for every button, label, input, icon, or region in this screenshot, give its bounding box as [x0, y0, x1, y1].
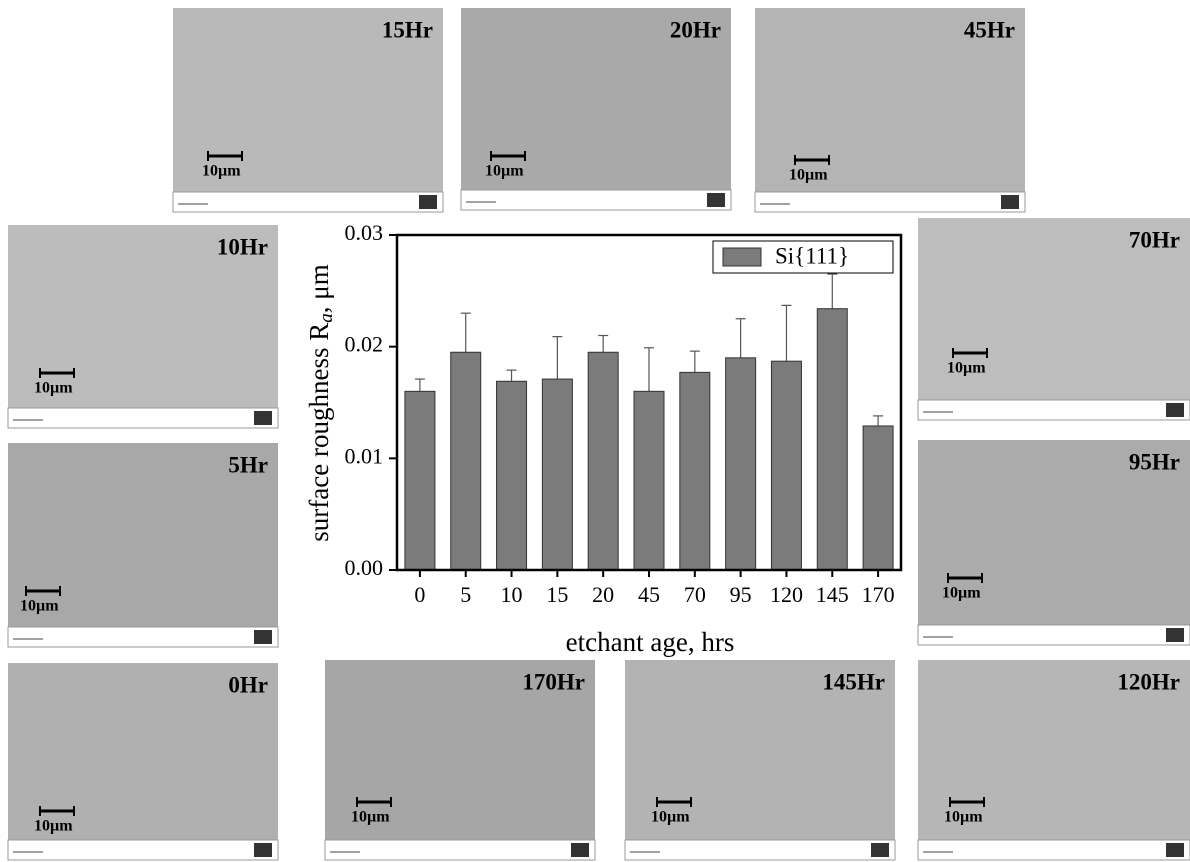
y-tick-label: 0.02 [345, 332, 384, 357]
logo [871, 843, 889, 857]
logo [1166, 403, 1184, 417]
sem-image [918, 218, 1190, 400]
scale-label: 10µm [351, 809, 390, 826]
panel-label: 120Hr [1117, 669, 1180, 694]
scale-label: 10µm [485, 163, 524, 180]
scale-label: 10µm [34, 818, 73, 835]
info-bar [7, 839, 279, 861]
x-tick-label: 10 [501, 582, 523, 607]
info-bar [917, 399, 1190, 421]
panel-label: 20Hr [670, 17, 721, 42]
sem-image [173, 8, 443, 192]
y-tick-label: 0.03 [345, 220, 384, 245]
panel-label: 5Hr [228, 452, 268, 477]
sem-image [8, 225, 278, 408]
legend-swatch [722, 247, 762, 267]
bar [450, 351, 482, 571]
logo [707, 193, 725, 207]
panel-label: 70Hr [1129, 227, 1180, 252]
info-bar [917, 624, 1190, 646]
panel-label: 15Hr [382, 17, 433, 42]
logo [419, 195, 437, 209]
bar [587, 351, 619, 571]
x-tick-label: 5 [460, 582, 471, 607]
x-tick-label: 15 [546, 582, 568, 607]
scale-label: 10µm [944, 809, 983, 826]
sem-image [461, 8, 731, 190]
y-tick-label: 0.00 [345, 555, 384, 580]
plot-frame [395, 233, 903, 572]
info-bar [172, 191, 444, 213]
x-tick-label: 45 [638, 582, 660, 607]
y-tick-label: 0.01 [345, 443, 384, 468]
bar [862, 425, 894, 571]
x-tick-label: 70 [684, 582, 706, 607]
y-label-part: , μm [304, 264, 334, 313]
scale-label: 10µm [20, 598, 59, 615]
y-axis-label: surface roughness Ra, μm [304, 264, 337, 541]
logo [571, 843, 589, 857]
bar [770, 360, 802, 571]
sem-image [918, 440, 1190, 625]
logo [1001, 195, 1019, 209]
panel-label: 45Hr [964, 17, 1015, 42]
sem-image [8, 443, 278, 627]
x-tick-label: 170 [862, 582, 895, 607]
scale-label: 10µm [34, 380, 73, 397]
panel-label: 170Hr [522, 669, 585, 694]
bar [633, 390, 665, 571]
x-tick-label: 95 [730, 582, 752, 607]
logo [254, 630, 272, 644]
info-bar [917, 839, 1190, 861]
legend-label: Si{111} [775, 243, 849, 268]
bar [404, 390, 436, 571]
x-tick-label: 0 [414, 582, 425, 607]
bar [725, 357, 757, 571]
info-bar [7, 626, 279, 648]
sem-image [918, 660, 1190, 840]
y-label-sub: a [316, 313, 337, 323]
scale-label: 10µm [942, 585, 981, 602]
panel-label: 10Hr [217, 234, 268, 259]
x-tick-label: 145 [816, 582, 849, 607]
logo [254, 843, 272, 857]
sem-image [325, 660, 595, 840]
bar [679, 371, 711, 571]
scale-label: 10µm [651, 809, 690, 826]
panel-label: 95Hr [1129, 449, 1180, 474]
x-tick-label: 120 [770, 582, 803, 607]
info-bar [460, 189, 732, 211]
scale-label: 10µm [202, 163, 241, 180]
x-axis-label: etchant age, hrs [566, 627, 735, 657]
info-bar [754, 191, 1026, 213]
bar [541, 378, 573, 571]
info-bar [624, 839, 896, 861]
sem-image [625, 660, 895, 840]
x-tick-label: 20 [592, 582, 614, 607]
scale-label: 10µm [789, 167, 828, 184]
panel-label: 0Hr [228, 672, 268, 697]
info-bar [7, 407, 279, 429]
bar [816, 308, 848, 571]
panel-label: 145Hr [822, 669, 885, 694]
bar [496, 380, 528, 571]
logo [1166, 628, 1184, 642]
y-label-part: surface roughness R [304, 323, 334, 542]
scale-label: 10µm [947, 360, 986, 377]
logo [1166, 843, 1184, 857]
info-bar [324, 839, 596, 861]
logo [254, 411, 272, 425]
